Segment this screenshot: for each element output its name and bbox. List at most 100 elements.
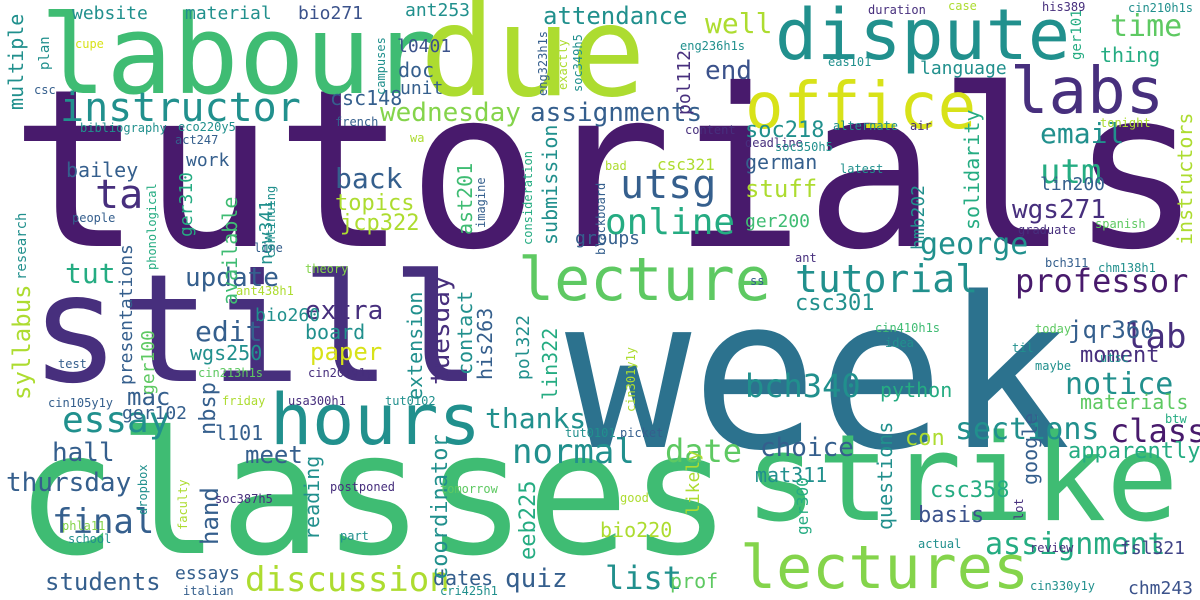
word-dispute: dispute — [775, 0, 1071, 76]
word-research: research — [14, 212, 30, 280]
word-soc218: soc218 — [745, 118, 825, 143]
word-extra: extra — [305, 296, 384, 326]
word-mac: mac — [127, 383, 171, 411]
word-bio271: bio271 — [298, 3, 364, 24]
word-exactly: exactly — [556, 39, 570, 90]
word-con: con — [905, 426, 945, 451]
word-german: german — [745, 150, 818, 174]
word-chm243: chm243 — [1128, 578, 1194, 599]
word-ger200: ger200 — [745, 211, 811, 232]
word-strike: strike — [745, 410, 1179, 549]
word-update: update — [185, 263, 279, 293]
word-apparently: apparently — [1068, 439, 1200, 464]
word-language: language — [920, 58, 1007, 79]
word-air: air — [910, 119, 932, 133]
word-dates: dates — [433, 566, 494, 590]
word-ger300: ger300 — [793, 477, 812, 535]
word-dropbox: dropbox — [136, 464, 150, 515]
word-bailey: bailey — [66, 158, 139, 182]
word-cin105y1y: cin105y1y — [48, 396, 114, 410]
word-ss: ss — [750, 274, 765, 288]
word-csc: csc — [34, 83, 56, 97]
word-due: due — [420, 0, 646, 125]
word-quiz: quiz — [505, 564, 568, 594]
word-wednesday: wednesday — [380, 98, 521, 128]
word-plan: plan — [37, 36, 53, 70]
word-board: board — [305, 320, 366, 344]
word-instructors: instructors — [1173, 112, 1197, 245]
word-george: george — [920, 227, 1029, 262]
word-lot: lot — [1012, 498, 1026, 520]
word-ant: ant — [795, 251, 817, 265]
word-act247: act247 — [175, 133, 219, 147]
word-csc148: csc148 — [330, 86, 403, 110]
word-reading: reading — [300, 455, 324, 540]
word-french: french — [335, 115, 379, 129]
word-essays: essays — [175, 563, 241, 584]
word-soc349h5: soc349h5 — [571, 34, 585, 92]
word-csc358: csc358 — [930, 478, 1010, 503]
word-fsl321: fsl321 — [1120, 538, 1186, 559]
word-stuff: stuff — [745, 175, 818, 203]
word-submission: submission — [538, 124, 562, 245]
word-campuses: campuses — [374, 37, 388, 95]
word-consideration: consideration — [521, 151, 535, 245]
word-spanish: spanish — [1095, 217, 1146, 231]
word-syllabus: syllabus — [8, 284, 36, 400]
word-instructor: instructor — [60, 85, 301, 131]
word-eas101: eas101 — [828, 55, 872, 69]
word-part: part — [340, 529, 369, 543]
word-final: final — [52, 502, 155, 542]
word-l0401: l0401 — [397, 36, 452, 57]
word-maybe: maybe — [1035, 359, 1072, 373]
word-cin201y1y: cin201y1y — [308, 366, 374, 380]
word-solidarity: solidarity — [960, 109, 984, 230]
word-notice: notice — [1065, 367, 1174, 402]
word-faculty: faculty — [176, 479, 190, 530]
word-doc: doc — [398, 58, 435, 82]
word-tut0101: tut0101 — [565, 426, 616, 440]
word-online: online — [605, 202, 736, 243]
word-thanks: thanks — [485, 402, 587, 435]
word-pol112: pol112 — [674, 49, 695, 115]
word-case: case — [948, 0, 977, 13]
word-unit: unit — [400, 78, 444, 99]
word-extension: extension — [403, 291, 427, 400]
word-end: end — [705, 56, 752, 86]
word-week: week — [565, 252, 1071, 497]
word-cin213h1s: cin213h1s — [198, 366, 264, 380]
word-csc321: csc321 — [657, 155, 715, 174]
word-latest: latest — [840, 162, 884, 176]
word-wgs250: wgs250 — [190, 341, 263, 365]
word-lin200: lin200 — [1040, 174, 1106, 195]
word-phla11: phla11 — [62, 519, 106, 533]
word-labour: labour — [40, 0, 438, 119]
word-discussion: discussion — [245, 560, 450, 600]
word-eeb225: eeb225 — [516, 480, 541, 560]
word-utsg: utsg — [620, 162, 717, 208]
word-jcp322: jcp322 — [340, 211, 420, 236]
word-graduate: graduate — [1018, 223, 1076, 237]
word-bch311: bch311 — [1045, 256, 1089, 270]
word-actual: actual — [918, 537, 962, 551]
word-deadline: deadline — [745, 136, 803, 150]
word-contact: contact — [453, 290, 477, 375]
word-groups: groups — [575, 228, 641, 249]
word-ger100: ger100 — [138, 329, 159, 395]
word-attendance: attendance — [543, 2, 688, 30]
word-normal: normal — [512, 432, 635, 472]
word-chm138h1: chm138h1 — [1098, 261, 1156, 275]
word-lin322: lin322 — [538, 327, 562, 400]
word-cin210h1s: cin210h1s — [1128, 1, 1194, 15]
word-tut: tut — [65, 257, 116, 290]
word-office: office — [745, 70, 977, 144]
word-hall: hall — [52, 438, 115, 468]
word-ast201: ast201 — [453, 162, 477, 235]
word-eng323h1s: eng323h1s — [536, 30, 550, 96]
word-python: python — [880, 378, 953, 402]
word-content: content — [685, 123, 736, 137]
word-cupe: cupe — [75, 37, 104, 51]
word-meet: meet — [245, 441, 303, 469]
word-duration: duration — [868, 3, 926, 17]
